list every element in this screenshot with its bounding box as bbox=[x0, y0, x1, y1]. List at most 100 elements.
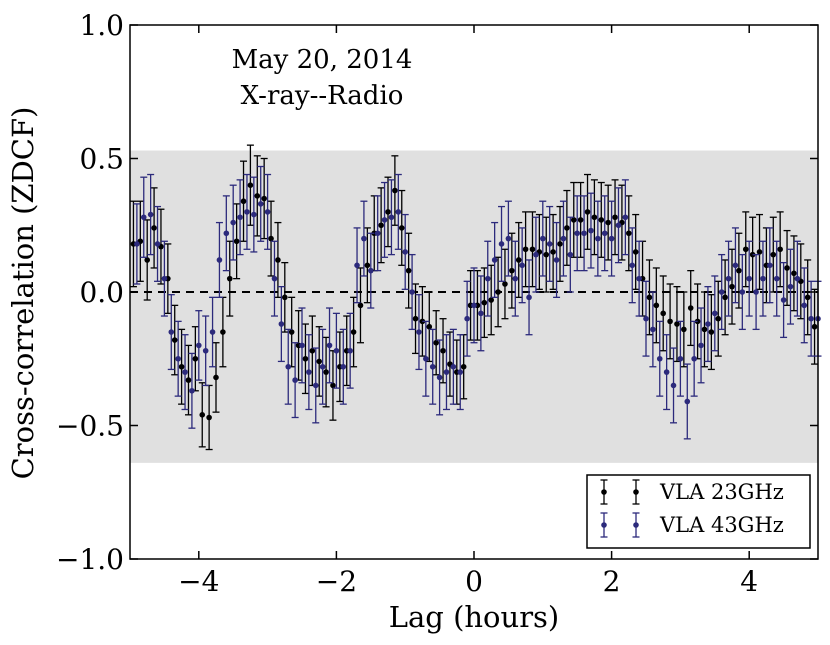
x-tick-label: 4 bbox=[740, 565, 758, 598]
data-point bbox=[271, 275, 278, 282]
data-point bbox=[471, 302, 477, 309]
data-point bbox=[736, 267, 742, 274]
x-tick-label: 2 bbox=[603, 565, 621, 598]
data-point bbox=[433, 339, 439, 346]
data-point bbox=[240, 198, 247, 205]
data-point bbox=[230, 219, 236, 226]
y-axis-title: Cross-correlation (ZDCF) bbox=[6, 107, 40, 480]
data-point bbox=[350, 329, 357, 335]
data-point bbox=[189, 387, 195, 394]
data-point bbox=[705, 321, 711, 327]
annotation-date: May 20, 2014 bbox=[232, 45, 413, 75]
data-point bbox=[257, 201, 264, 207]
data-point bbox=[760, 275, 766, 282]
data-point bbox=[626, 230, 632, 237]
data-point bbox=[254, 193, 261, 199]
data-point bbox=[777, 246, 783, 253]
data-point bbox=[323, 369, 329, 375]
data-point bbox=[388, 214, 395, 221]
data-point bbox=[515, 257, 522, 263]
data-point bbox=[612, 214, 618, 221]
data-point bbox=[674, 321, 680, 327]
data-point bbox=[656, 355, 663, 362]
data-point bbox=[553, 257, 560, 263]
data-point bbox=[354, 262, 360, 269]
data-point bbox=[498, 241, 505, 247]
y-tick-label: 0.0 bbox=[79, 276, 124, 309]
data-point bbox=[340, 363, 347, 370]
data-point bbox=[395, 209, 402, 215]
data-point bbox=[632, 249, 639, 255]
data-point bbox=[488, 297, 495, 303]
data-point bbox=[175, 355, 181, 362]
data-point bbox=[347, 347, 353, 354]
data-point bbox=[178, 363, 185, 370]
data-point bbox=[808, 315, 814, 322]
data-point bbox=[646, 294, 653, 301]
data-point bbox=[319, 363, 326, 370]
data-point bbox=[288, 329, 295, 335]
data-point bbox=[316, 358, 323, 365]
data-point bbox=[306, 369, 312, 375]
series-layer bbox=[129, 144, 822, 451]
x-axis-title: Lag (hours) bbox=[389, 600, 560, 634]
data-point bbox=[522, 246, 529, 253]
legend-marker-vla-23ghz bbox=[600, 479, 640, 505]
data-point bbox=[681, 326, 687, 333]
data-point bbox=[663, 369, 670, 375]
data-point bbox=[209, 329, 216, 335]
data-point bbox=[464, 315, 470, 322]
data-point bbox=[670, 382, 677, 389]
data-point bbox=[801, 302, 808, 309]
data-point bbox=[598, 217, 605, 223]
legend-box bbox=[586, 474, 811, 549]
data-point bbox=[357, 302, 364, 309]
data-point bbox=[653, 302, 660, 309]
data-point bbox=[509, 267, 515, 274]
data-point bbox=[237, 214, 243, 221]
data-point bbox=[570, 217, 577, 223]
data-point bbox=[364, 262, 371, 269]
data-point bbox=[405, 267, 412, 274]
data-point bbox=[385, 209, 391, 215]
data-point bbox=[560, 235, 567, 242]
data-point bbox=[684, 398, 691, 405]
data-point bbox=[202, 347, 209, 354]
data-point bbox=[251, 211, 257, 218]
data-point bbox=[739, 289, 746, 295]
data-point bbox=[330, 382, 336, 389]
data-point bbox=[588, 227, 594, 234]
data-point bbox=[584, 209, 591, 215]
data-point bbox=[712, 310, 718, 317]
ticks-layer: −4 −2 0 2 4 −1.0 −0.5 0.0 0.5 1.0 bbox=[56, 9, 818, 598]
data-point bbox=[557, 241, 563, 247]
data-point bbox=[264, 209, 271, 215]
data-point bbox=[691, 355, 697, 362]
data-point bbox=[770, 251, 777, 258]
data-point bbox=[134, 241, 140, 247]
legend-point bbox=[601, 522, 607, 528]
legend-label-vla-23ghz: VLA 23GHz bbox=[659, 480, 784, 504]
data-point bbox=[154, 241, 161, 247]
data-point bbox=[268, 235, 274, 242]
data-point bbox=[302, 355, 309, 362]
data-point bbox=[171, 337, 178, 343]
data-point bbox=[423, 355, 429, 362]
data-point bbox=[804, 294, 811, 301]
data-point bbox=[416, 329, 422, 335]
data-point bbox=[667, 318, 673, 325]
data-point bbox=[794, 275, 801, 282]
data-point bbox=[643, 315, 649, 322]
data-point bbox=[650, 326, 656, 333]
data-point bbox=[140, 214, 147, 221]
data-point bbox=[491, 257, 498, 263]
y-tick-label: −0.5 bbox=[56, 410, 124, 443]
data-point bbox=[182, 369, 188, 375]
data-point bbox=[443, 369, 450, 375]
data-point bbox=[402, 249, 409, 255]
data-point bbox=[495, 289, 501, 295]
data-point bbox=[512, 275, 519, 282]
data-point bbox=[742, 246, 749, 253]
data-point bbox=[715, 315, 722, 322]
